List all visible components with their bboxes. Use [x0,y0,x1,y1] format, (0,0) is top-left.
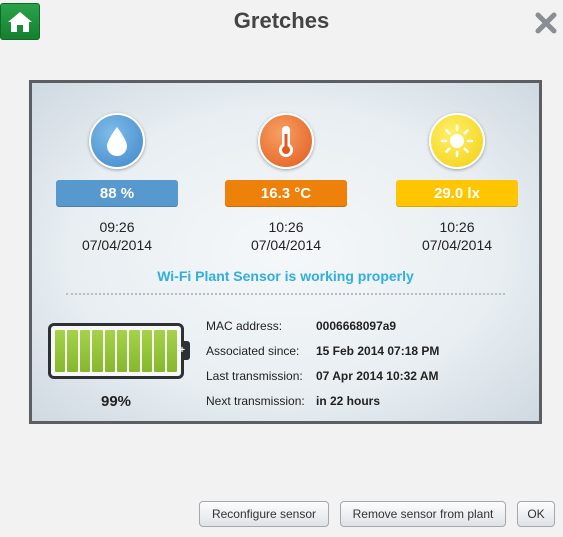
battery-icon: + [48,323,190,379]
info-row-next-transmission: Next transmission: in 22 hours [206,388,439,413]
battery-level [55,330,178,372]
close-icon [535,12,557,34]
metric-moisture: 88 % 09:26 07/04/2014 [56,113,178,253]
info-label: Last transmission: [206,368,303,383]
moisture-value: 88 % [56,180,178,207]
light-value: 29.0 lx [396,180,518,207]
info-value: 15 Feb 2014 07:18 PM [316,343,440,358]
info-label: MAC address: [206,318,283,333]
battery-percent: 99% [100,393,132,410]
info-label: Associated since: [206,343,300,358]
home-button[interactable] [0,3,40,40]
info-value: 0006668097a9 [316,318,397,333]
remove-sensor-button[interactable]: Remove sensor from plant [340,501,506,527]
status-message: Wi-Fi Plant Sensor is working properly [157,268,414,284]
light-date: 07/04/2014 [421,237,493,253]
thermometer-icon [258,113,314,169]
info-row-mac: MAC address: 0006668097a9 [206,313,439,338]
page-title: Gretches [233,8,330,33]
moisture-time: 09:26 [99,219,135,235]
info-value: 07 Apr 2014 10:32 AM [316,368,439,383]
divider [66,293,505,295]
sensor-info: MAC address: 0006668097a9 Associated sin… [206,313,439,413]
sensor-panel: 88 % 09:26 07/04/2014 16.3 °C 10:26 07/0… [29,80,542,424]
reconfigure-sensor-button[interactable]: Reconfigure sensor [199,501,329,527]
metric-light: 29.0 lx 10:26 07/04/2014 [396,113,518,253]
sun-icon [429,113,485,169]
ok-button[interactable]: OK [517,501,555,527]
info-row-last-transmission: Last transmission: 07 Apr 2014 10:32 AM [206,363,439,388]
info-label: Next transmission: [206,393,305,408]
home-icon [8,11,32,32]
temperature-date: 07/04/2014 [250,237,322,253]
info-value: in 22 hours [316,393,381,408]
close-button[interactable] [534,11,558,35]
info-row-associated: Associated since: 15 Feb 2014 07:18 PM [206,338,439,363]
moisture-date: 07/04/2014 [81,237,153,253]
water-drop-icon [89,113,145,169]
metric-temperature: 16.3 °C 10:26 07/04/2014 [225,113,347,253]
light-time: 10:26 [439,219,475,235]
temperature-value: 16.3 °C [225,180,347,207]
temperature-time: 10:26 [268,219,304,235]
